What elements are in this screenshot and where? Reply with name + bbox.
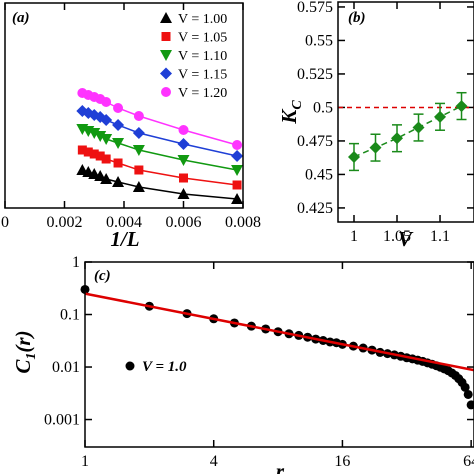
marker: [434, 110, 447, 123]
y-axis-label-part: K: [277, 108, 301, 125]
y-axis-label-part: 1: [24, 353, 39, 360]
marker: [466, 400, 474, 410]
y-tick-label: 0.1: [60, 307, 80, 324]
marker: [161, 32, 171, 41]
series-line: [84, 292, 474, 372]
x-tick-label: 4: [210, 453, 218, 470]
marker: [94, 170, 107, 181]
marker: [231, 193, 244, 204]
plot-frame: [4, 2, 244, 209]
y-tick-label: 0.525: [297, 66, 333, 83]
marker: [101, 97, 112, 107]
marker: [134, 165, 144, 175]
marker: [178, 125, 189, 135]
x-tick-label: 1.05: [383, 228, 411, 245]
y-tick-label: 0.55: [305, 32, 333, 49]
y-axis-label: C1(r): [11, 330, 39, 373]
x-tick-label: 0: [1, 214, 9, 231]
marker: [232, 180, 242, 190]
marker: [95, 151, 105, 161]
marker: [232, 140, 243, 150]
marker: [391, 132, 404, 145]
x-axis-label: V: [398, 227, 414, 251]
legend-label: V = 1.20: [178, 86, 227, 101]
marker: [112, 138, 125, 149]
marker: [231, 150, 244, 162]
legend-label: V = 1.00: [178, 12, 227, 27]
y-tick-label: 0.45: [305, 166, 333, 183]
x-tick-label: 16: [334, 453, 350, 470]
x-tick-label: 1: [350, 228, 358, 245]
marker: [112, 119, 125, 131]
marker: [100, 134, 113, 145]
legend-label: V = 1.0: [142, 359, 187, 375]
y-tick-label: 0.5: [313, 99, 333, 116]
marker: [133, 111, 144, 121]
y-tick-label: 0.575: [297, 0, 333, 16]
y-tick-label: 0.425: [297, 200, 333, 217]
x-tick-label: 1: [81, 453, 89, 470]
marker: [89, 149, 99, 159]
series-line: [353, 105, 462, 158]
x-tick-label: 64: [463, 453, 474, 470]
x-tick-label: 0.004: [106, 214, 142, 231]
marker: [112, 176, 125, 187]
marker: [160, 12, 172, 23]
marker: [100, 114, 113, 126]
marker: [160, 67, 172, 80]
y-tick-label: 1: [72, 254, 80, 271]
legend-marker: [125, 361, 135, 371]
panel-label: (a): [12, 10, 30, 26]
panel-label: (b): [348, 10, 366, 26]
y-tick-label: 0.01: [52, 359, 80, 376]
marker: [179, 173, 188, 183]
marker: [177, 138, 190, 150]
panel-label: (c): [94, 268, 111, 284]
marker: [113, 103, 124, 113]
marker: [348, 151, 360, 164]
marker: [177, 188, 190, 199]
marker: [455, 100, 468, 113]
marker: [88, 128, 101, 139]
y-axis-label-part: C: [290, 100, 305, 110]
marker: [77, 145, 87, 155]
x-tick-label: 0.002: [47, 214, 83, 231]
marker: [231, 165, 244, 176]
marker: [94, 131, 107, 142]
marker: [100, 173, 113, 184]
marker: [177, 155, 190, 166]
y-tick-label: 0.001: [44, 412, 80, 429]
x-axis-label: 1/L: [110, 227, 139, 251]
y-axis-label: KC: [277, 100, 305, 125]
marker: [160, 50, 172, 61]
y-axis-label-part: (r): [11, 330, 35, 352]
y-axis-label-part: C: [11, 359, 35, 374]
marker: [463, 389, 473, 399]
marker: [412, 121, 425, 134]
x-tick-label: 1.1: [430, 228, 450, 245]
legend-label: V = 1.05: [178, 31, 227, 46]
y-tick-label: 0.475: [297, 133, 333, 150]
marker: [83, 147, 93, 157]
legend-label: V = 1.10: [178, 49, 227, 64]
marker: [460, 382, 470, 392]
marker: [132, 127, 145, 139]
legend-label: V = 1.15: [178, 68, 227, 83]
x-tick-label: 0.006: [166, 214, 202, 231]
marker: [132, 145, 145, 156]
x-axis-label: r: [276, 459, 285, 474]
marker: [161, 87, 171, 97]
marker: [132, 181, 145, 192]
marker: [101, 154, 111, 164]
plot-frame: [84, 261, 474, 448]
plot-frame: [337, 1, 474, 223]
marker: [113, 158, 123, 168]
marker: [369, 141, 382, 154]
x-tick-label: 0.008: [225, 214, 261, 231]
